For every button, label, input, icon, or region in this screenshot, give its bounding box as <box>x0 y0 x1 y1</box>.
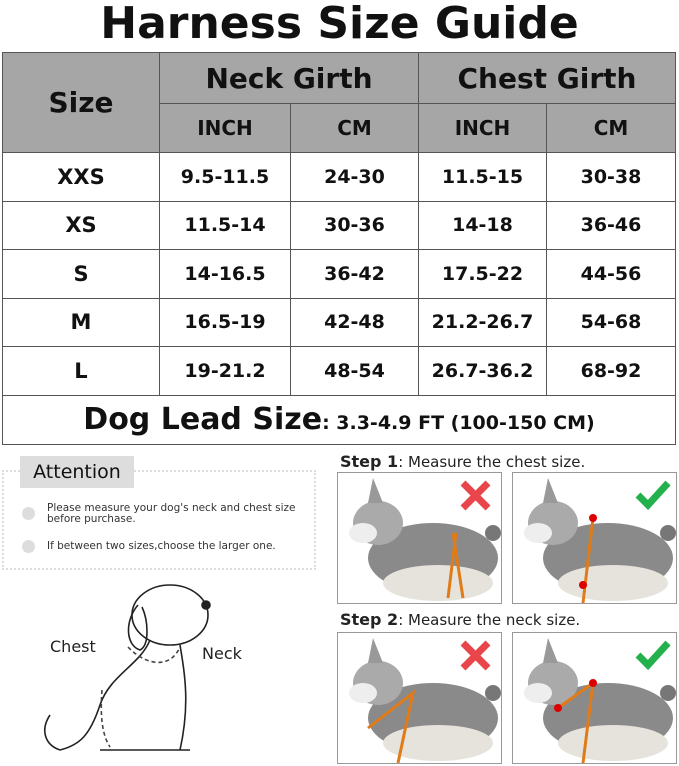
table-row: M 16.5-19 42-48 21.2-26.7 54-68 <box>2 297 676 347</box>
step-1-caption: Step 1: Measure the chest size. <box>340 452 585 471</box>
table-row: XS 11.5-14 30-36 14-18 36-46 <box>2 200 676 250</box>
attention-box <box>2 470 316 570</box>
lead-size-row: Dog Lead Size: 3.3-4.9 FT (100-150 CM) <box>2 394 676 445</box>
measure-cell: 14-18 <box>418 200 547 250</box>
bullet-icon <box>22 540 35 553</box>
measure-cell: 17.5-22 <box>418 249 547 299</box>
measure-cell: 11.5-14 <box>159 200 291 250</box>
measure-cell: 44-56 <box>546 249 676 299</box>
measure-cell: 14-16.5 <box>159 249 291 299</box>
chest-label: Chest <box>50 637 96 656</box>
size-cell: XXS <box>2 152 160 202</box>
lead-size-value: : 3.3-4.9 FT (100-150 CM) <box>322 412 595 434</box>
measure-cell: 11.5-15 <box>418 152 547 202</box>
size-cell: M <box>2 297 160 347</box>
check-icon <box>635 480 671 511</box>
measure-cell: 54-68 <box>546 297 676 347</box>
table-row: XXS 9.5-11.5 24-30 11.5-15 30-38 <box>2 152 676 202</box>
attention-title: Attention <box>20 456 134 488</box>
measure-cell: 24-30 <box>290 152 419 202</box>
size-cell: XS <box>2 200 160 250</box>
check-icon <box>635 640 671 671</box>
measure-cell: 42-48 <box>290 297 419 347</box>
step-label: Step 1 <box>340 452 399 471</box>
wrong-measure-photo <box>337 632 502 764</box>
table-row: L 19-21.2 48-54 26.7-36.2 68-92 <box>2 346 676 396</box>
step-2-caption: Step 2: Measure the neck size. <box>340 610 580 629</box>
unit-header: CM <box>546 103 676 153</box>
step-label: Step 2 <box>340 610 399 629</box>
size-header: Size <box>2 52 160 153</box>
measure-cell: 16.5-19 <box>159 297 291 347</box>
measure-cell: 30-36 <box>290 200 419 250</box>
measure-cell: 68-92 <box>546 346 676 396</box>
size-cell: L <box>2 346 160 396</box>
unit-header: INCH <box>159 103 291 153</box>
unit-header: INCH <box>418 103 547 153</box>
size-cell: S <box>2 249 160 299</box>
measure-cell: 21.2-26.7 <box>418 297 547 347</box>
measure-cell: 30-38 <box>546 152 676 202</box>
step-text: : Measure the chest size. <box>398 453 586 471</box>
neck-girth-header: Neck Girth <box>159 52 419 104</box>
measure-cell: 36-42 <box>290 249 419 299</box>
measure-cell: 9.5-11.5 <box>159 152 291 202</box>
attention-item: If between two sizes,choose the larger o… <box>47 540 276 552</box>
neck-label: Neck <box>202 644 242 663</box>
measure-cell: 36-46 <box>546 200 676 250</box>
measure-cell: 26.7-36.2 <box>418 346 547 396</box>
wrong-measure-photo <box>337 472 502 604</box>
attention-item: Please measure your dog's neck and chest… <box>47 502 296 525</box>
unit-header: CM <box>290 103 419 153</box>
lead-size-label: Dog Lead Size <box>83 402 323 437</box>
table-row: S 14-16.5 36-42 17.5-22 44-56 <box>2 249 676 299</box>
bullet-icon <box>22 507 35 520</box>
cross-icon <box>460 640 491 671</box>
step-text: : Measure the neck size. <box>398 611 581 629</box>
size-table: Size Neck Girth Chest Girth INCH CM INCH… <box>2 52 676 445</box>
correct-measure-photo <box>512 632 677 764</box>
dog-outline-illustration <box>44 584 211 751</box>
correct-measure-photo <box>512 472 677 604</box>
cross-icon <box>460 480 491 511</box>
chest-girth-header: Chest Girth <box>418 52 676 104</box>
measure-cell: 48-54 <box>290 346 419 396</box>
measure-cell: 19-21.2 <box>159 346 291 396</box>
page-title: Harness Size Guide <box>100 0 579 49</box>
